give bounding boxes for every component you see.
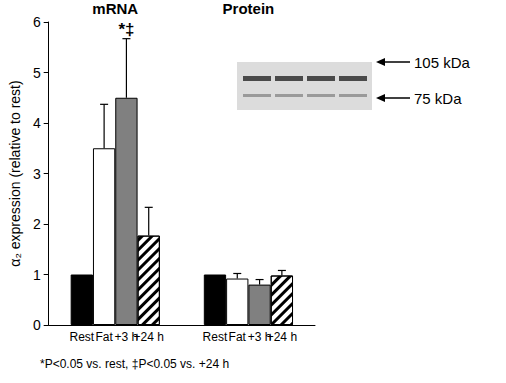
svg-text:0: 0 — [33, 317, 41, 333]
svg-text:Fat: Fat — [95, 330, 113, 344]
svg-text:mRNA: mRNA — [92, 0, 138, 17]
svg-text:+3 h: +3 h — [247, 330, 272, 344]
svg-text:Rest: Rest — [203, 330, 228, 344]
svg-text:1: 1 — [33, 267, 41, 283]
svg-text:2: 2 — [33, 216, 41, 232]
svg-text:+24 h: +24 h — [267, 330, 297, 344]
svg-text:5: 5 — [33, 65, 41, 81]
svg-text:4: 4 — [33, 115, 41, 131]
svg-text:3: 3 — [33, 166, 41, 182]
svg-text:+24 h: +24 h — [134, 330, 164, 344]
svg-text:105 kDa: 105 kDa — [414, 54, 471, 71]
svg-text:Protein: Protein — [223, 0, 275, 17]
svg-text:α₂ expression (relative to res: α₂ expression (relative to rest) — [7, 80, 23, 266]
svg-text:*P<0.05 vs. rest, ‡P<0.05 vs.: *P<0.05 vs. rest, ‡P<0.05 vs. +24 h — [40, 357, 229, 371]
svg-text:*‡: *‡ — [118, 20, 134, 39]
svg-text:6: 6 — [33, 14, 41, 30]
svg-text:75 kDa: 75 kDa — [414, 90, 462, 107]
svg-text:Fat: Fat — [229, 330, 247, 344]
svg-text:Rest: Rest — [69, 330, 94, 344]
svg-text:+3 h: +3 h — [114, 330, 139, 344]
